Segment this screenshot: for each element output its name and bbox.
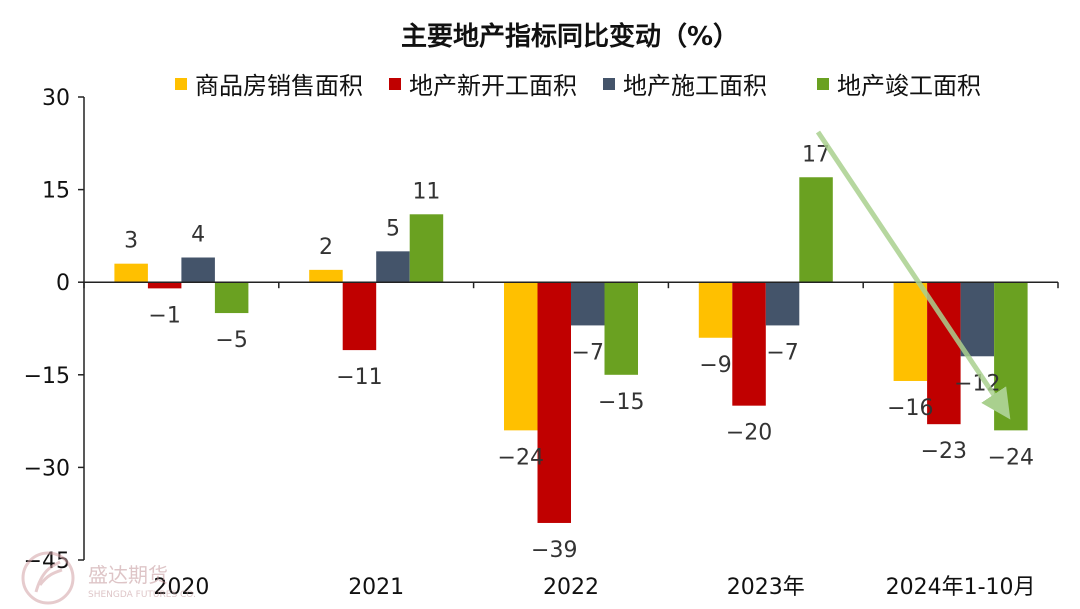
legend-label: 地产竣工面积	[837, 72, 981, 100]
watermark-subtext: SHENGDA FUTURES CO.	[88, 590, 196, 600]
x-tick-label: 2023年	[727, 575, 805, 600]
legend-swatch	[389, 78, 401, 90]
legend-label: 商品房销售面积	[195, 72, 363, 100]
data-labels: 3 2−24−9−16−1−11−39−20−234 5−7 −7−12−511−15…	[124, 142, 1034, 563]
legend: 商品房销售面积 地产新开工面积 地产施工面积 地产竣工面积	[175, 72, 981, 100]
y-tick-label: 30	[42, 86, 70, 111]
data-label: −24	[988, 445, 1034, 470]
x-tick-label: 2021	[348, 575, 404, 600]
x-tick-label: 2022	[543, 575, 599, 600]
bar	[376, 251, 410, 283]
data-label: −9	[699, 353, 731, 378]
bar	[147, 282, 182, 289]
bar	[893, 282, 928, 381]
legend-swatch	[175, 78, 187, 90]
bar	[571, 282, 605, 326]
y-tick-label: 15	[42, 179, 70, 204]
y-tick-label: −30	[24, 456, 70, 481]
bar	[994, 282, 1028, 431]
data-label: −7	[766, 340, 798, 365]
x-tick-label: 2024年1-10月	[886, 575, 1036, 600]
data-label: −11	[336, 365, 382, 390]
bars	[114, 177, 1028, 523]
chart-title: 主要地产指标同比变动（%）	[401, 21, 739, 52]
bar	[799, 177, 833, 283]
data-label: −16	[887, 396, 933, 421]
data-label: −7	[572, 340, 604, 365]
data-label: −20	[726, 421, 772, 446]
watermark-text: 盛达期货	[88, 563, 168, 587]
bar	[960, 282, 995, 357]
data-label: −39	[531, 538, 577, 563]
legend-label: 地产新开工面积	[409, 72, 577, 100]
data-label: 4	[191, 223, 205, 248]
data-label: 2	[319, 235, 333, 260]
bar	[309, 269, 343, 283]
data-label: −15	[598, 390, 644, 415]
data-label: −23	[921, 439, 967, 464]
bar	[342, 282, 377, 351]
y-tick-label: −15	[24, 364, 70, 389]
data-label: −5	[215, 328, 247, 353]
bar	[698, 282, 733, 338]
legend-swatch	[603, 78, 615, 90]
x-tick-label: 2020	[153, 575, 209, 600]
legend-swatch	[817, 78, 829, 90]
data-label: 5	[386, 216, 400, 241]
trend-arrow	[815, 130, 1011, 420]
data-label: 3	[124, 229, 138, 254]
bar	[537, 282, 571, 523]
data-label: 11	[412, 179, 440, 204]
bar	[409, 214, 444, 283]
bar	[604, 282, 638, 375]
bar	[114, 263, 148, 283]
y-tick-label: 0	[56, 271, 70, 296]
data-label: −24	[498, 445, 544, 470]
data-label: −1	[148, 303, 180, 328]
bar	[504, 282, 538, 431]
watermark-logo	[21, 551, 75, 605]
bar	[765, 282, 800, 326]
bar	[732, 282, 766, 406]
bar	[214, 282, 249, 314]
x-axis: 2020 2021 2022 2023年 2024年1-10月	[83, 281, 1059, 600]
legend-label: 地产施工面积	[623, 72, 767, 100]
bar	[181, 257, 215, 283]
